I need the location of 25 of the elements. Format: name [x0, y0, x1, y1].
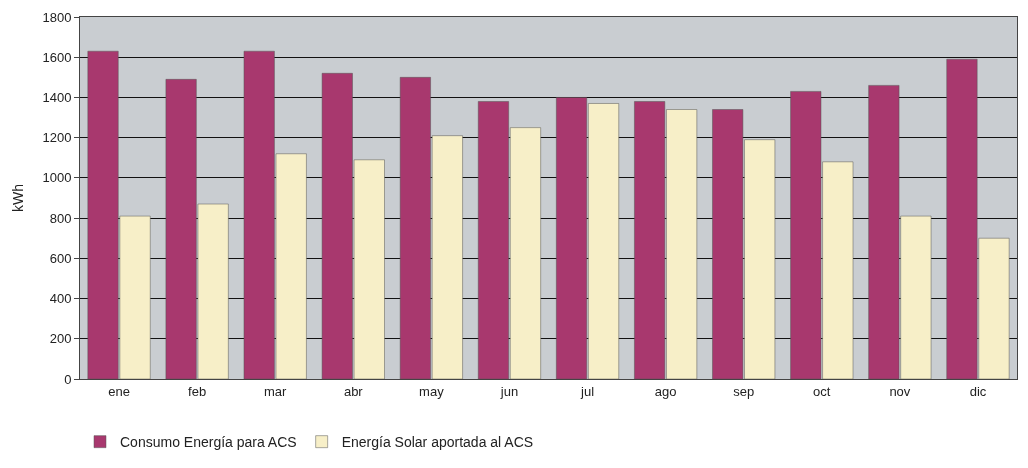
x-tick-label: feb — [188, 383, 207, 399]
y-tick-label: 0 — [64, 371, 72, 387]
y-tick-label: 1000 — [42, 170, 72, 186]
x-tick-label: may — [419, 383, 445, 399]
x-tick-label: mar — [264, 383, 288, 399]
legend-label: Consumo Energía para ACS — [120, 434, 297, 451]
y-tick-label: 200 — [49, 331, 72, 347]
y-tick-label: 800 — [49, 210, 72, 226]
y-tick-label: 1800 — [42, 9, 72, 25]
x-tick-label: ago — [654, 383, 677, 399]
x-tick-label: ene — [108, 383, 130, 399]
y-tick-label: 1400 — [42, 89, 72, 105]
x-tick-label: jun — [499, 383, 519, 399]
x-tick-label: abr — [343, 383, 364, 399]
y-tick-label: 1200 — [42, 130, 72, 146]
y-tick-label: 600 — [49, 250, 72, 266]
x-tick-label: jul — [580, 383, 595, 399]
y-tick-label: 400 — [49, 291, 72, 307]
x-tick-label: sep — [733, 383, 755, 399]
x-tick-label: nov — [889, 383, 911, 399]
y-tick-label: 1600 — [42, 49, 72, 65]
x-tick-label: dic — [969, 383, 987, 399]
y-axis-title: kWh — [10, 184, 27, 212]
x-tick-label: oct — [813, 383, 831, 399]
legend-label: Energía Solar aportada al ACS — [341, 434, 534, 451]
